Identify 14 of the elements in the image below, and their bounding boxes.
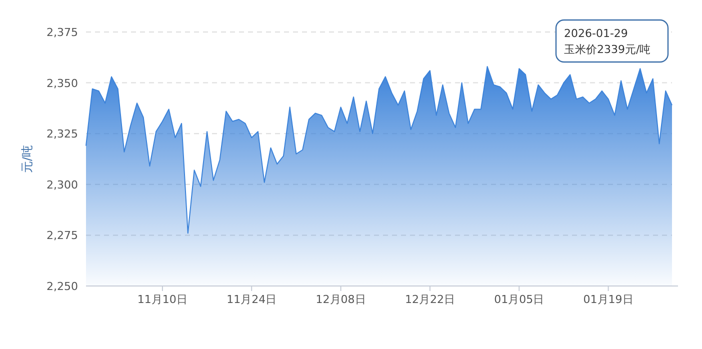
x-tick-label: 11月24日 bbox=[226, 293, 277, 306]
y-tick-label: 2,250 bbox=[46, 280, 78, 293]
y-tick-label: 2,275 bbox=[46, 229, 78, 242]
y-axis-title: 元/吨 bbox=[20, 144, 34, 174]
y-tick-label: 2,350 bbox=[46, 76, 78, 90]
x-tick-label: 12月08日 bbox=[316, 293, 366, 306]
y-tick-label: 2,300 bbox=[46, 178, 78, 192]
y-tick-label: 2,325 bbox=[46, 128, 78, 141]
x-tick-label: 12月22日 bbox=[404, 293, 455, 306]
y-tick-label: 2,375 bbox=[46, 26, 78, 39]
annotation: 2026-01-29 玉米价2339元/吨 bbox=[564, 27, 651, 56]
x-tick-label: 11月10日 bbox=[137, 293, 188, 306]
x-tick-label: 01月05日 bbox=[494, 293, 544, 306]
x-tick-label: 01月19日 bbox=[583, 293, 634, 306]
